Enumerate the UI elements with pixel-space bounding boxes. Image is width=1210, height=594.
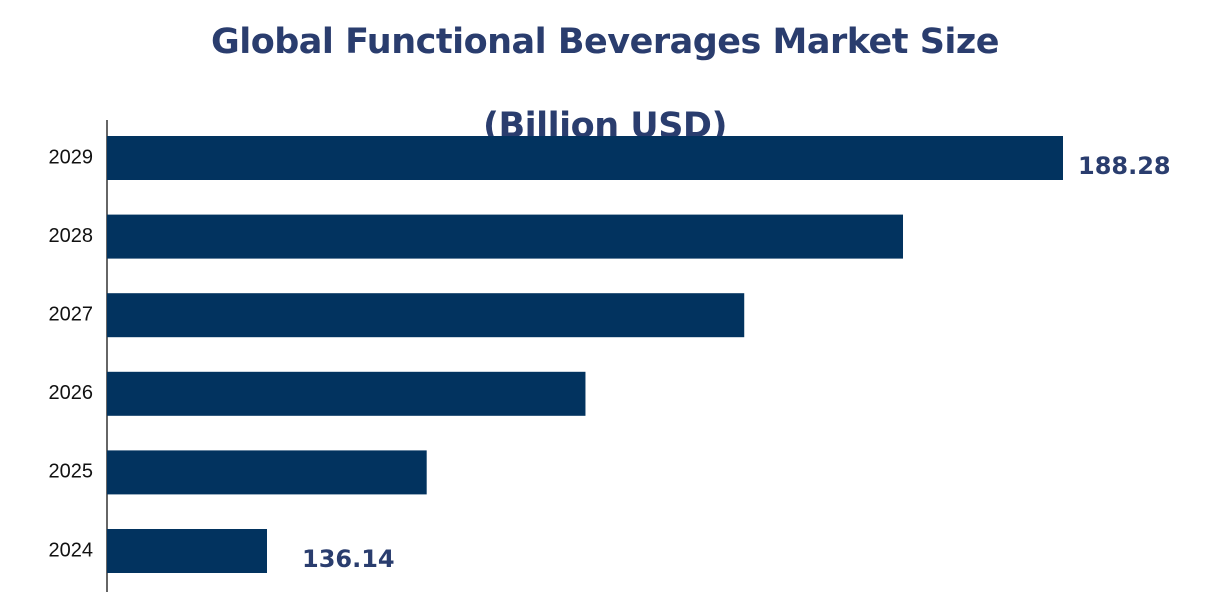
bar [107, 371, 586, 416]
bar [107, 529, 267, 573]
y-tick-label: 2029 [49, 146, 94, 168]
value-label: 188.28 [1078, 152, 1171, 180]
y-tick-label: 2025 [49, 461, 94, 483]
y-tick-label: 2024 [49, 539, 94, 561]
bar [107, 214, 904, 259]
y-tick-label: 2027 [49, 303, 94, 325]
bar [107, 293, 745, 338]
bar [107, 136, 1063, 180]
bar [107, 450, 427, 495]
y-tick-label: 2028 [49, 225, 94, 247]
y-tick-label: 2026 [49, 382, 94, 404]
value-label: 136.14 [302, 545, 395, 573]
chart-title: Global Functional Beverages Market Size … [210, 22, 1000, 146]
